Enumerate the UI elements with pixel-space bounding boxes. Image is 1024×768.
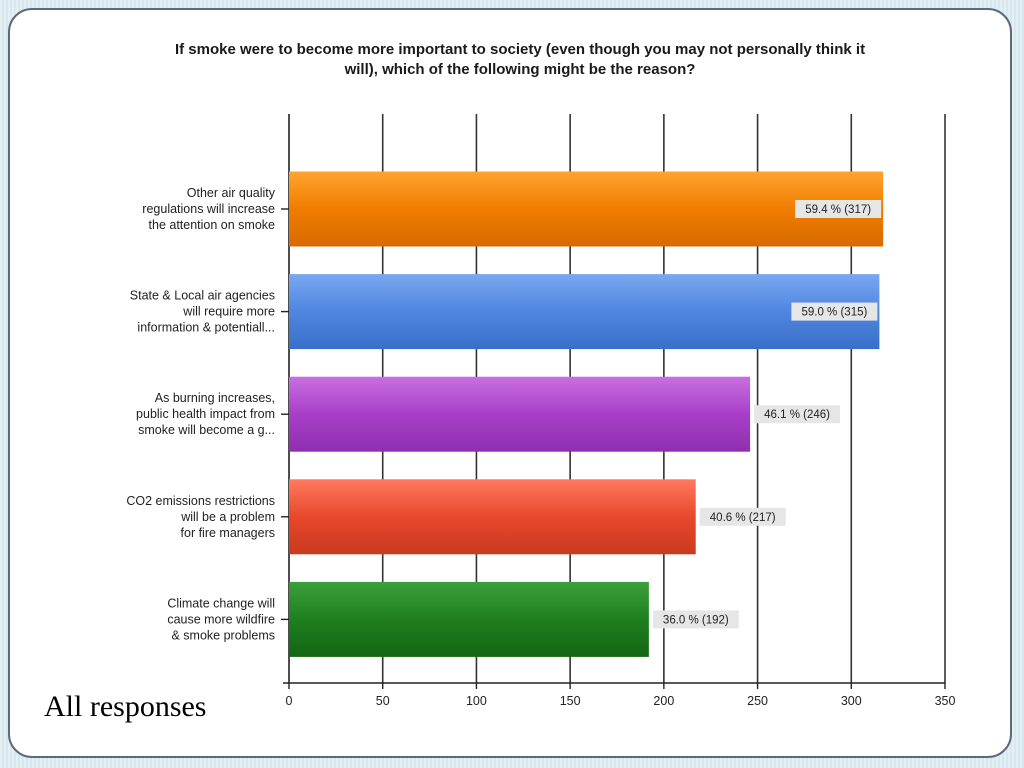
- chart-title-line-1: If smoke were to become more important t…: [174, 41, 866, 58]
- chart-title: If smoke were to become more important t…: [70, 40, 970, 80]
- category-label-1-line-2: regulations will increase: [142, 202, 275, 216]
- x-tick-label: 150: [560, 694, 581, 708]
- category-label-3-line-1: As burning increases,: [155, 391, 275, 405]
- category-label-4-line-3: for fire managers: [181, 526, 275, 540]
- data-label-2: 59.0 % (315): [801, 307, 867, 319]
- category-label-5-line-3: & smoke problems: [171, 628, 275, 642]
- bar-3: [289, 376, 751, 452]
- data-label-3: 46.1 % (246): [764, 409, 830, 421]
- data-label-bg-3: [754, 405, 841, 424]
- bar-2: [289, 274, 880, 350]
- data-label-4: 40.6 % (217): [710, 512, 776, 524]
- x-tick-label: 350: [935, 694, 956, 708]
- bar-1: [289, 171, 884, 247]
- data-label-bg-2: [791, 302, 878, 321]
- data-label-bg-5: [652, 610, 739, 629]
- category-label-2-line-3: information & potentiall...: [137, 321, 275, 335]
- category-label-5-line-1: Climate change will: [167, 596, 275, 610]
- slide-caption: All responses: [44, 690, 207, 723]
- chart-title-line-2: will), which of the following might be t…: [344, 61, 696, 78]
- data-label-5: 36.0 % (192): [663, 614, 729, 626]
- category-label-2-line-1: State & Local air agencies: [130, 289, 275, 303]
- x-tick-label: 0: [286, 694, 293, 708]
- category-label-3-line-3: smoke will become a g...: [138, 423, 275, 437]
- data-label-bg-1: [795, 200, 882, 218]
- category-label-1-line-3: the attention on smoke: [149, 218, 276, 232]
- x-tick-label: 100: [466, 694, 487, 708]
- category-label-4-line-1: CO2 emissions restrictions: [126, 494, 275, 508]
- category-label-3-line-2: public health impact from: [136, 407, 275, 421]
- data-label-1: 59.4 % (317): [805, 204, 871, 216]
- category-label-2-line-2: will require more: [182, 305, 275, 319]
- bar-4: [289, 479, 696, 555]
- category-label-5-line-2: cause more wildfire: [167, 612, 275, 626]
- x-tick-label: 200: [653, 694, 674, 708]
- bar-5: [289, 581, 649, 657]
- x-tick-label: 50: [376, 694, 390, 708]
- category-label-1-line-1: Other air quality: [187, 186, 276, 200]
- x-tick-label: 300: [841, 694, 862, 708]
- data-label-bg-4: [699, 507, 786, 526]
- x-tick-label: 250: [747, 694, 768, 708]
- category-label-4-line-2: will be a problem: [180, 510, 275, 524]
